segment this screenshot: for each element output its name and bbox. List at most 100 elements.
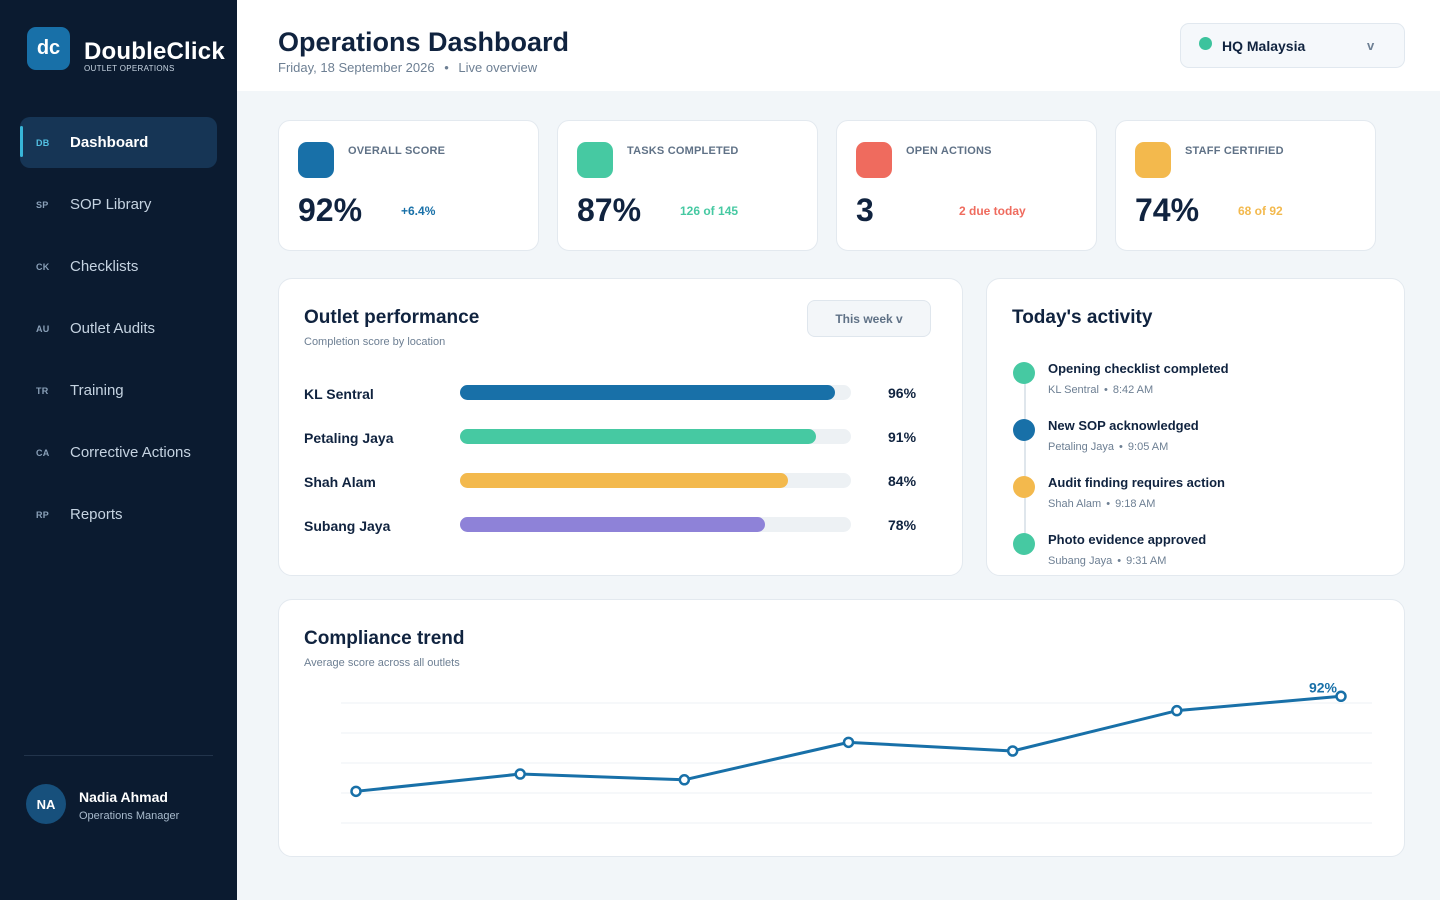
sidebar-item-label: SOP Library xyxy=(70,196,152,213)
page-header: Operations Dashboard Friday, 18 Septembe… xyxy=(237,0,1440,91)
performance-row: Shah Alam 84% xyxy=(304,472,924,492)
sidebar-item-label: Reports xyxy=(70,506,123,523)
checklists-icon: CK xyxy=(36,261,50,272)
outlet-score: 96% xyxy=(888,385,917,401)
progress-fill xyxy=(460,473,789,488)
progress-fill xyxy=(460,385,836,400)
kpi-value: 74% xyxy=(1135,192,1200,228)
sidebar-item-sop-library[interactable]: SP SOP Library xyxy=(20,179,217,230)
panel-title: Today's activity xyxy=(1012,307,1153,328)
user-role: Operations Manager xyxy=(79,810,180,822)
activity-location: Subang Jaya xyxy=(1048,555,1113,567)
meta-separator: • xyxy=(1117,555,1122,567)
period-selector[interactable]: This week v xyxy=(807,300,931,337)
user-name: Nadia Ahmad xyxy=(79,789,168,805)
kpi-card-staff-certified[interactable]: STAFF CERTIFIED 74% 68 of 92 xyxy=(1115,120,1376,251)
kpi-card-overall-score[interactable]: OVERALL SCORE 92% +6.4% xyxy=(278,120,539,251)
activity-title: New SOP acknowledged xyxy=(1048,418,1199,433)
panel-subtitle: Completion score by location xyxy=(304,336,446,348)
progress-fill xyxy=(460,429,816,444)
panel-title: Compliance trend xyxy=(304,628,465,649)
panel-title: Outlet performance xyxy=(304,307,480,328)
kpi-note: 68 of 92 xyxy=(1238,204,1283,218)
sidebar-item-training[interactable]: TR Training xyxy=(20,365,217,416)
kpi-card-open-actions[interactable]: OPEN ACTIONS 3 2 due today xyxy=(836,120,1097,251)
kpi-value: 87% xyxy=(577,192,642,228)
activity-dot-icon xyxy=(1013,362,1035,384)
progress-fill xyxy=(460,517,765,532)
sidebar-item-label: Training xyxy=(70,382,124,399)
avatar[interactable]: NA xyxy=(26,784,66,824)
activity-meta: Subang Jaya • 9:31 AM xyxy=(1048,555,1166,567)
activity-meta: KL Sentral • 8:42 AM xyxy=(1048,384,1153,396)
activity-title: Audit finding requires action xyxy=(1048,475,1225,490)
sidebar-item-outlet-audits[interactable]: AU Outlet Audits xyxy=(20,303,217,354)
meta-separator: • xyxy=(1103,384,1108,396)
sidebar-item-label: Dashboard xyxy=(70,134,149,151)
outlet-name: Shah Alam xyxy=(304,474,376,490)
activity-title: Photo evidence approved xyxy=(1048,532,1207,547)
activity-time: 9:18 AM xyxy=(1115,498,1156,510)
outlet-score: 91% xyxy=(888,429,917,445)
outlet-score: 78% xyxy=(888,517,917,533)
kpi-note: 126 of 145 xyxy=(680,204,739,218)
outlet-name: KL Sentral xyxy=(304,386,374,402)
kpi-value: 92% xyxy=(298,192,363,228)
location-selector[interactable]: HQ Malaysia v xyxy=(1180,23,1405,68)
sidebar-divider xyxy=(24,755,213,756)
kpi-value: 3 xyxy=(856,192,874,228)
trend-point[interactable] xyxy=(1006,745,1019,757)
activity-time: 9:05 AM xyxy=(1127,441,1169,453)
sidebar-item-corrective-actions[interactable]: CA Corrective Actions xyxy=(20,427,217,478)
trend-point[interactable] xyxy=(1171,704,1183,717)
activity-meta: Shah Alam • 9:18 AM xyxy=(1048,498,1155,510)
kpi-label: TASKS COMPLETED xyxy=(627,145,739,157)
current-date: Friday, 18 September 2026 xyxy=(278,60,435,75)
training-icon: TR xyxy=(36,385,49,396)
kpi-card-tasks-completed[interactable]: TASKS COMPLETED 87% 126 of 145 xyxy=(557,120,818,251)
activity-time: 9:31 AM xyxy=(1126,555,1167,567)
brand-name: DoubleClick xyxy=(84,38,225,65)
meta-separator: • xyxy=(1119,441,1123,453)
staff-certified-icon xyxy=(1135,142,1171,178)
sidebar-item-label: Outlet Audits xyxy=(70,320,156,337)
performance-row: KL Sentral 96% xyxy=(304,384,924,404)
tasks-completed-icon xyxy=(577,142,613,178)
trend-point[interactable] xyxy=(514,768,526,780)
status-dot-icon xyxy=(1199,37,1212,50)
progress-track xyxy=(460,473,851,488)
page-date-line: Friday, 18 September 2026 • Live overvie… xyxy=(278,60,537,75)
sidebar-item-checklists[interactable]: CK Checklists xyxy=(20,241,217,292)
activity-item[interactable]: Photo evidence approved Subang Jaya • 9:31… xyxy=(1013,531,1373,575)
trend-point[interactable] xyxy=(350,785,362,798)
performance-row: Subang Jaya 78% xyxy=(304,516,924,536)
activity-item[interactable]: New SOP acknowledged Petaling Jaya • 9:05 … xyxy=(1013,417,1373,461)
outlet-audits-icon: AU xyxy=(36,323,50,334)
point-label: 92% xyxy=(1309,679,1338,695)
activity-dot-icon xyxy=(1013,419,1035,441)
outlet-name: Petaling Jaya xyxy=(304,430,394,446)
performance-row: Petaling Jaya 91% xyxy=(304,428,924,448)
trend-point[interactable] xyxy=(842,736,855,749)
activity-location: Petaling Jaya xyxy=(1048,441,1115,453)
outlet-score: 84% xyxy=(888,473,917,489)
sidebar: dc DoubleClick OUTLET OPERATIONS DB Dash… xyxy=(0,0,237,900)
activity-dot-icon xyxy=(1013,476,1035,498)
sidebar-item-dashboard[interactable]: DB Dashboard xyxy=(20,117,217,168)
logo-icon[interactable]: dc xyxy=(27,27,70,70)
activity-item[interactable]: Audit finding requires action Shah Alam •… xyxy=(1013,474,1373,518)
kpi-label: OPEN ACTIONS xyxy=(906,145,992,157)
kpi-note: 2 due today xyxy=(959,204,1026,218)
location-label: HQ Malaysia xyxy=(1222,38,1306,54)
overall-score-icon xyxy=(298,142,334,178)
kpi-label: OVERALL SCORE xyxy=(348,145,446,157)
sidebar-item-reports[interactable]: RP Reports xyxy=(20,489,217,540)
kpi-note: +6.4% xyxy=(401,204,436,218)
trend-point[interactable] xyxy=(678,774,691,786)
outlet-name: Subang Jaya xyxy=(304,518,391,534)
compliance-trend-panel: Compliance trend Average score across al… xyxy=(278,599,1405,857)
brand-subtitle: OUTLET OPERATIONS xyxy=(84,64,175,73)
view-mode: Live overview xyxy=(458,60,538,75)
activity-item[interactable]: Opening checklist completed KL Sentral • 8… xyxy=(1013,360,1373,404)
trend-point[interactable] xyxy=(1335,690,1347,703)
